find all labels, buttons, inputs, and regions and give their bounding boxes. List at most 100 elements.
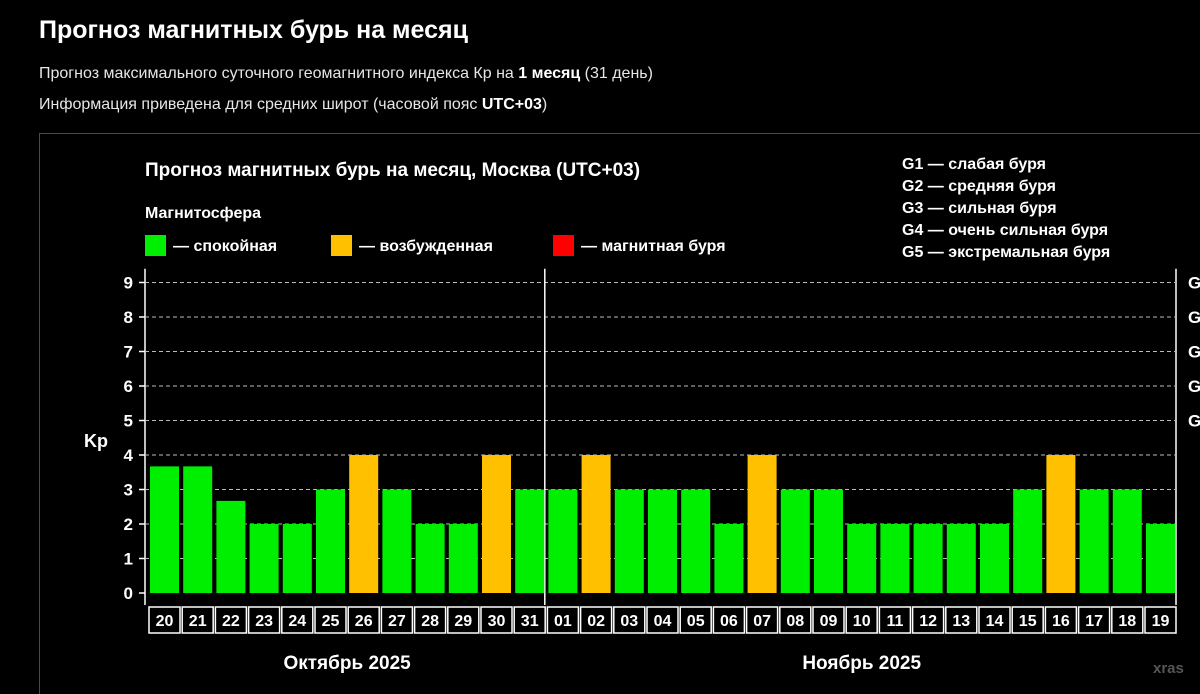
- legend-label: — спокойная: [173, 238, 277, 255]
- y-tick-label: 3: [124, 481, 133, 500]
- y-tick-label: 2: [124, 515, 133, 534]
- kp-bar: [349, 455, 379, 593]
- date-cell: [646, 606, 679, 634]
- subtitle-period-text: Прогноз максимального суточного геомагни…: [39, 65, 519, 82]
- date-cell: [1044, 606, 1078, 634]
- date-cell: [812, 606, 845, 634]
- kp-bar: [415, 524, 445, 593]
- subtitle-timezone-bold: UTC+03: [481, 96, 542, 113]
- date-cell: [413, 606, 447, 634]
- date-label: 07: [753, 613, 771, 630]
- legend-label: — магнитная буря: [581, 238, 726, 255]
- date-cell: [1111, 606, 1144, 634]
- kp-bar: [482, 455, 511, 593]
- date-label: 19: [1152, 613, 1170, 630]
- g-scale-item: G5 — экстремальная буря: [902, 244, 1110, 261]
- date-cell: [281, 606, 314, 634]
- y-tick-label: 5: [124, 412, 133, 431]
- kp-bar: [448, 524, 478, 593]
- subtitle-period: Прогноз максимального суточного геомагни…: [39, 65, 653, 83]
- date-cell: [878, 606, 912, 634]
- right-g-label: G: [1188, 377, 1200, 396]
- subtitle-period-bold: 1 месяц: [518, 65, 581, 82]
- y-tick-label: 0: [124, 584, 133, 603]
- y-tick-label: 7: [124, 343, 133, 362]
- kp-bar: [614, 489, 644, 593]
- kp-bar: [980, 524, 1009, 593]
- kp-bar: [581, 455, 611, 593]
- date-cell: [380, 606, 414, 634]
- kp-bar: [150, 466, 179, 593]
- date-label: 20: [156, 613, 174, 630]
- kp-bar: [183, 466, 213, 593]
- y-axis-label: Kp: [84, 431, 108, 451]
- date-label: 08: [786, 613, 804, 630]
- date-cell: [679, 606, 712, 634]
- legend-swatch: [553, 235, 574, 256]
- date-cell: [613, 606, 646, 634]
- kp-bar: [681, 489, 711, 593]
- kp-forecast-chart: Прогноз магнитных бурь на месяц, Москва …: [84, 156, 1200, 674]
- date-cell: [513, 606, 546, 634]
- date-label: 25: [322, 613, 340, 630]
- watermark: xras: [1153, 660, 1184, 677]
- date-label: 10: [853, 613, 871, 630]
- date-label: 04: [654, 613, 672, 630]
- date-cell: [247, 606, 281, 634]
- date-label: 01: [554, 613, 572, 630]
- date-label: 16: [1052, 613, 1070, 630]
- kp-bar: [946, 524, 976, 593]
- date-cell: [745, 606, 779, 634]
- right-g-label: G: [1188, 274, 1200, 293]
- kp-bar: [1112, 489, 1142, 593]
- date-label: 13: [952, 613, 970, 630]
- date-label: 21: [189, 613, 207, 630]
- kp-bar: [1146, 524, 1175, 593]
- subtitle-timezone-text: Информация приведена для средних широт (…: [39, 96, 482, 113]
- subtitle-timezone: Информация приведена для средних широт (…: [39, 96, 547, 114]
- date-label: 05: [687, 613, 705, 630]
- kp-bar: [249, 524, 279, 593]
- date-cell: [546, 606, 580, 634]
- right-g-label: G: [1188, 308, 1200, 327]
- y-tick-label: 1: [124, 550, 133, 569]
- kp-bar: [747, 455, 777, 593]
- kp-bar: [216, 500, 246, 593]
- date-label: 31: [521, 613, 539, 630]
- date-label: 26: [355, 613, 373, 630]
- chart-title: Прогноз магнитных бурь на месяц, Москва …: [145, 160, 640, 181]
- date-cell: [1077, 606, 1111, 634]
- kp-bar: [382, 489, 412, 593]
- kp-bar: [282, 524, 312, 593]
- date-cell: [447, 606, 480, 634]
- kp-bar: [913, 524, 943, 593]
- date-label: 30: [488, 613, 506, 630]
- date-cell: [347, 606, 380, 634]
- date-label: 28: [421, 613, 439, 630]
- legend-swatch: [331, 235, 352, 256]
- kp-bar: [515, 489, 545, 593]
- kp-bar: [1079, 489, 1109, 593]
- date-label: 18: [1118, 613, 1136, 630]
- date-label: 14: [986, 613, 1004, 630]
- kp-bar: [814, 489, 843, 593]
- date-label: 12: [919, 613, 937, 630]
- kp-bar: [316, 489, 345, 593]
- date-label: 22: [222, 613, 240, 630]
- month-label: Ноябрь 2025: [802, 653, 921, 674]
- chart-panel: Прогноз магнитных бурь на месяц, Москва …: [39, 133, 1200, 694]
- kp-bar: [714, 524, 744, 593]
- right-g-label: G: [1188, 343, 1200, 362]
- date-label: 06: [720, 613, 738, 630]
- date-cell: [579, 606, 613, 634]
- date-cell: [712, 606, 746, 634]
- date-label: 24: [288, 613, 306, 630]
- date-cell: [779, 606, 812, 634]
- date-cell: [911, 606, 945, 634]
- kp-bar: [780, 489, 810, 593]
- kp-bar: [880, 524, 910, 593]
- date-cell: [181, 606, 214, 634]
- g-scale-item: G1 — слабая буря: [902, 156, 1046, 173]
- date-label: 29: [454, 613, 472, 630]
- date-label: 03: [620, 613, 638, 630]
